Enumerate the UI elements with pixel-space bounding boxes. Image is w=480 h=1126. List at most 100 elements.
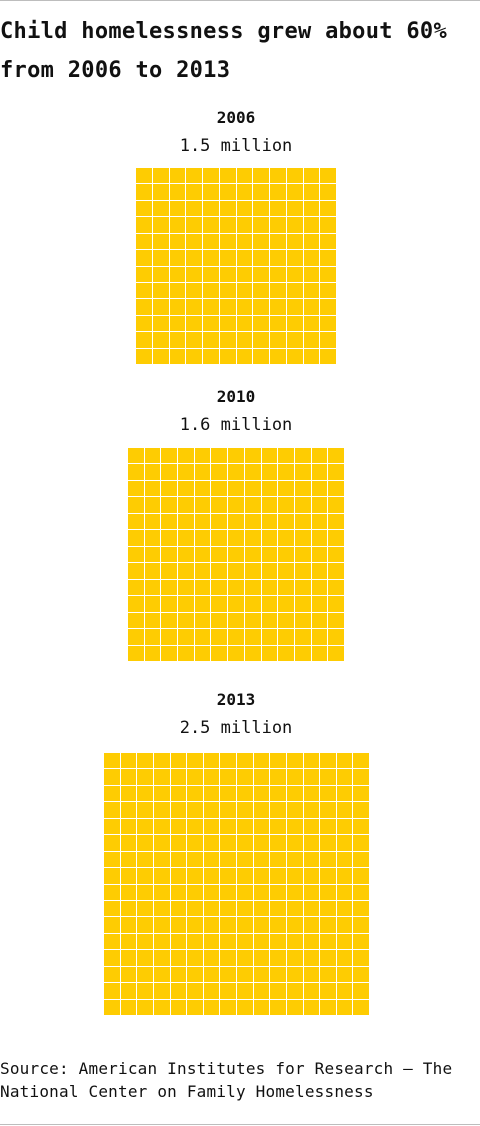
waffle-square-2006 xyxy=(286,184,303,200)
waffle-square-2013 xyxy=(270,900,286,917)
waffle-square-2013 xyxy=(303,753,320,769)
waffle-square-2013 xyxy=(270,835,286,851)
waffle-square-2010 xyxy=(144,596,161,612)
waffle-square-2006 xyxy=(286,168,303,184)
waffle-square-2013 xyxy=(203,933,220,950)
waffle-square-2010 xyxy=(278,448,294,464)
waffle-square-2010 xyxy=(178,530,194,546)
waffle-square-2010 xyxy=(244,612,261,629)
waffle-square-2006 xyxy=(169,233,186,250)
waffle-square-2006 xyxy=(303,250,320,266)
waffle-square-2013 xyxy=(153,753,170,769)
waffle-square-2013 xyxy=(120,933,137,950)
waffle-square-2013 xyxy=(336,785,353,802)
waffle-square-2010 xyxy=(211,530,228,546)
waffle-square-2006 xyxy=(236,266,253,282)
waffle-square-2010 xyxy=(294,513,311,530)
waffle-square-2006 xyxy=(136,282,152,299)
waffle-square-2006 xyxy=(152,282,169,299)
waffle-square-2013 xyxy=(270,917,286,933)
waffle-square-2013 xyxy=(303,802,320,818)
waffle-square-2006 xyxy=(203,332,219,348)
waffle-square-2006 xyxy=(253,315,269,332)
waffle-square-2010 xyxy=(161,645,178,661)
waffle-square-2013 xyxy=(286,868,303,884)
waffle-square-2013 xyxy=(303,818,320,835)
waffle-square-2010 xyxy=(194,645,211,661)
waffle-square-2013 xyxy=(137,802,153,818)
waffle-square-2013 xyxy=(353,983,369,999)
waffle-square-2013 xyxy=(153,933,170,950)
waffle-square-2006 xyxy=(270,168,286,184)
waffle-square-2010 xyxy=(194,579,211,596)
waffle-square-2013 xyxy=(187,851,203,868)
waffle-square-2013 xyxy=(104,884,120,900)
waffle-square-2006 xyxy=(136,315,152,332)
waffle-square-2006 xyxy=(320,168,336,184)
waffle-square-2013 xyxy=(237,769,253,785)
waffle-square-2013 xyxy=(153,999,170,1015)
waffle-square-2006 xyxy=(303,315,320,332)
waffle-square-2010 xyxy=(294,480,311,497)
waffle-square-2013 xyxy=(336,950,353,966)
waffle-square-2013 xyxy=(270,818,286,835)
waffle-square-2006 xyxy=(270,233,286,250)
waffle-square-2006 xyxy=(152,250,169,266)
waffle-square-2006 xyxy=(219,168,236,184)
waffle-square-2010 xyxy=(328,530,344,546)
waffle-square-2013 xyxy=(153,983,170,999)
waffle-square-2006 xyxy=(236,282,253,299)
waffle-square-2010 xyxy=(261,480,278,497)
waffle-square-2010 xyxy=(128,497,144,513)
waffle-square-2013 xyxy=(120,900,137,917)
waffle-square-2013 xyxy=(187,753,203,769)
waffle-square-2013 xyxy=(120,851,137,868)
waffle-square-2010 xyxy=(328,448,344,464)
waffle-square-2010 xyxy=(194,629,211,645)
waffle-square-2010 xyxy=(161,579,178,596)
waffle-square-2013 xyxy=(286,917,303,933)
waffle-square-2010 xyxy=(178,480,194,497)
waffle-square-2010 xyxy=(328,596,344,612)
waffle-square-2013 xyxy=(137,900,153,917)
waffle-square-2010 xyxy=(278,596,294,612)
waffle-square-2013 xyxy=(104,753,120,769)
waffle-square-2010 xyxy=(211,579,228,596)
waffle-square-2010 xyxy=(228,645,244,661)
waffle-square-2013 xyxy=(253,753,270,769)
waffle-square-2006 xyxy=(303,233,320,250)
waffle-square-2010 xyxy=(278,579,294,596)
waffle-square-2013 xyxy=(336,983,353,999)
waffle-square-2006 xyxy=(169,217,186,233)
waffle-square-2010 xyxy=(194,480,211,497)
waffle-square-2010 xyxy=(144,645,161,661)
waffle-square-2010 xyxy=(228,530,244,546)
waffle-square-2006 xyxy=(320,184,336,200)
waffle-square-2006 xyxy=(219,282,236,299)
waffle-square-2013 xyxy=(253,950,270,966)
waffle-square-2010 xyxy=(161,563,178,579)
waffle-square-2013 xyxy=(320,769,336,785)
waffle-square-2013 xyxy=(104,769,120,785)
waffle-square-2006 xyxy=(270,250,286,266)
waffle-square-2013 xyxy=(320,851,336,868)
waffle-square-2010 xyxy=(228,579,244,596)
waffle-square-2010 xyxy=(244,596,261,612)
waffle-square-2013 xyxy=(203,835,220,851)
waffle-square-2006 xyxy=(219,348,236,364)
waffle-square-2006 xyxy=(203,168,219,184)
waffle-square-2006 xyxy=(236,217,253,233)
waffle-square-2013 xyxy=(104,917,120,933)
waffle-square-2013 xyxy=(270,802,286,818)
waffle-square-2006 xyxy=(152,184,169,200)
waffle-square-2006 xyxy=(136,299,152,315)
waffle-square-2010 xyxy=(211,596,228,612)
waffle-square-2013 xyxy=(286,999,303,1015)
waffle-square-2010 xyxy=(161,546,178,563)
waffle-square-2013 xyxy=(286,950,303,966)
waffle-square-2006 xyxy=(186,233,202,250)
waffle-square-2006 xyxy=(303,348,320,364)
waffle-square-2010 xyxy=(261,579,278,596)
waffle-square-2013 xyxy=(336,769,353,785)
waffle-square-2013 xyxy=(303,868,320,884)
